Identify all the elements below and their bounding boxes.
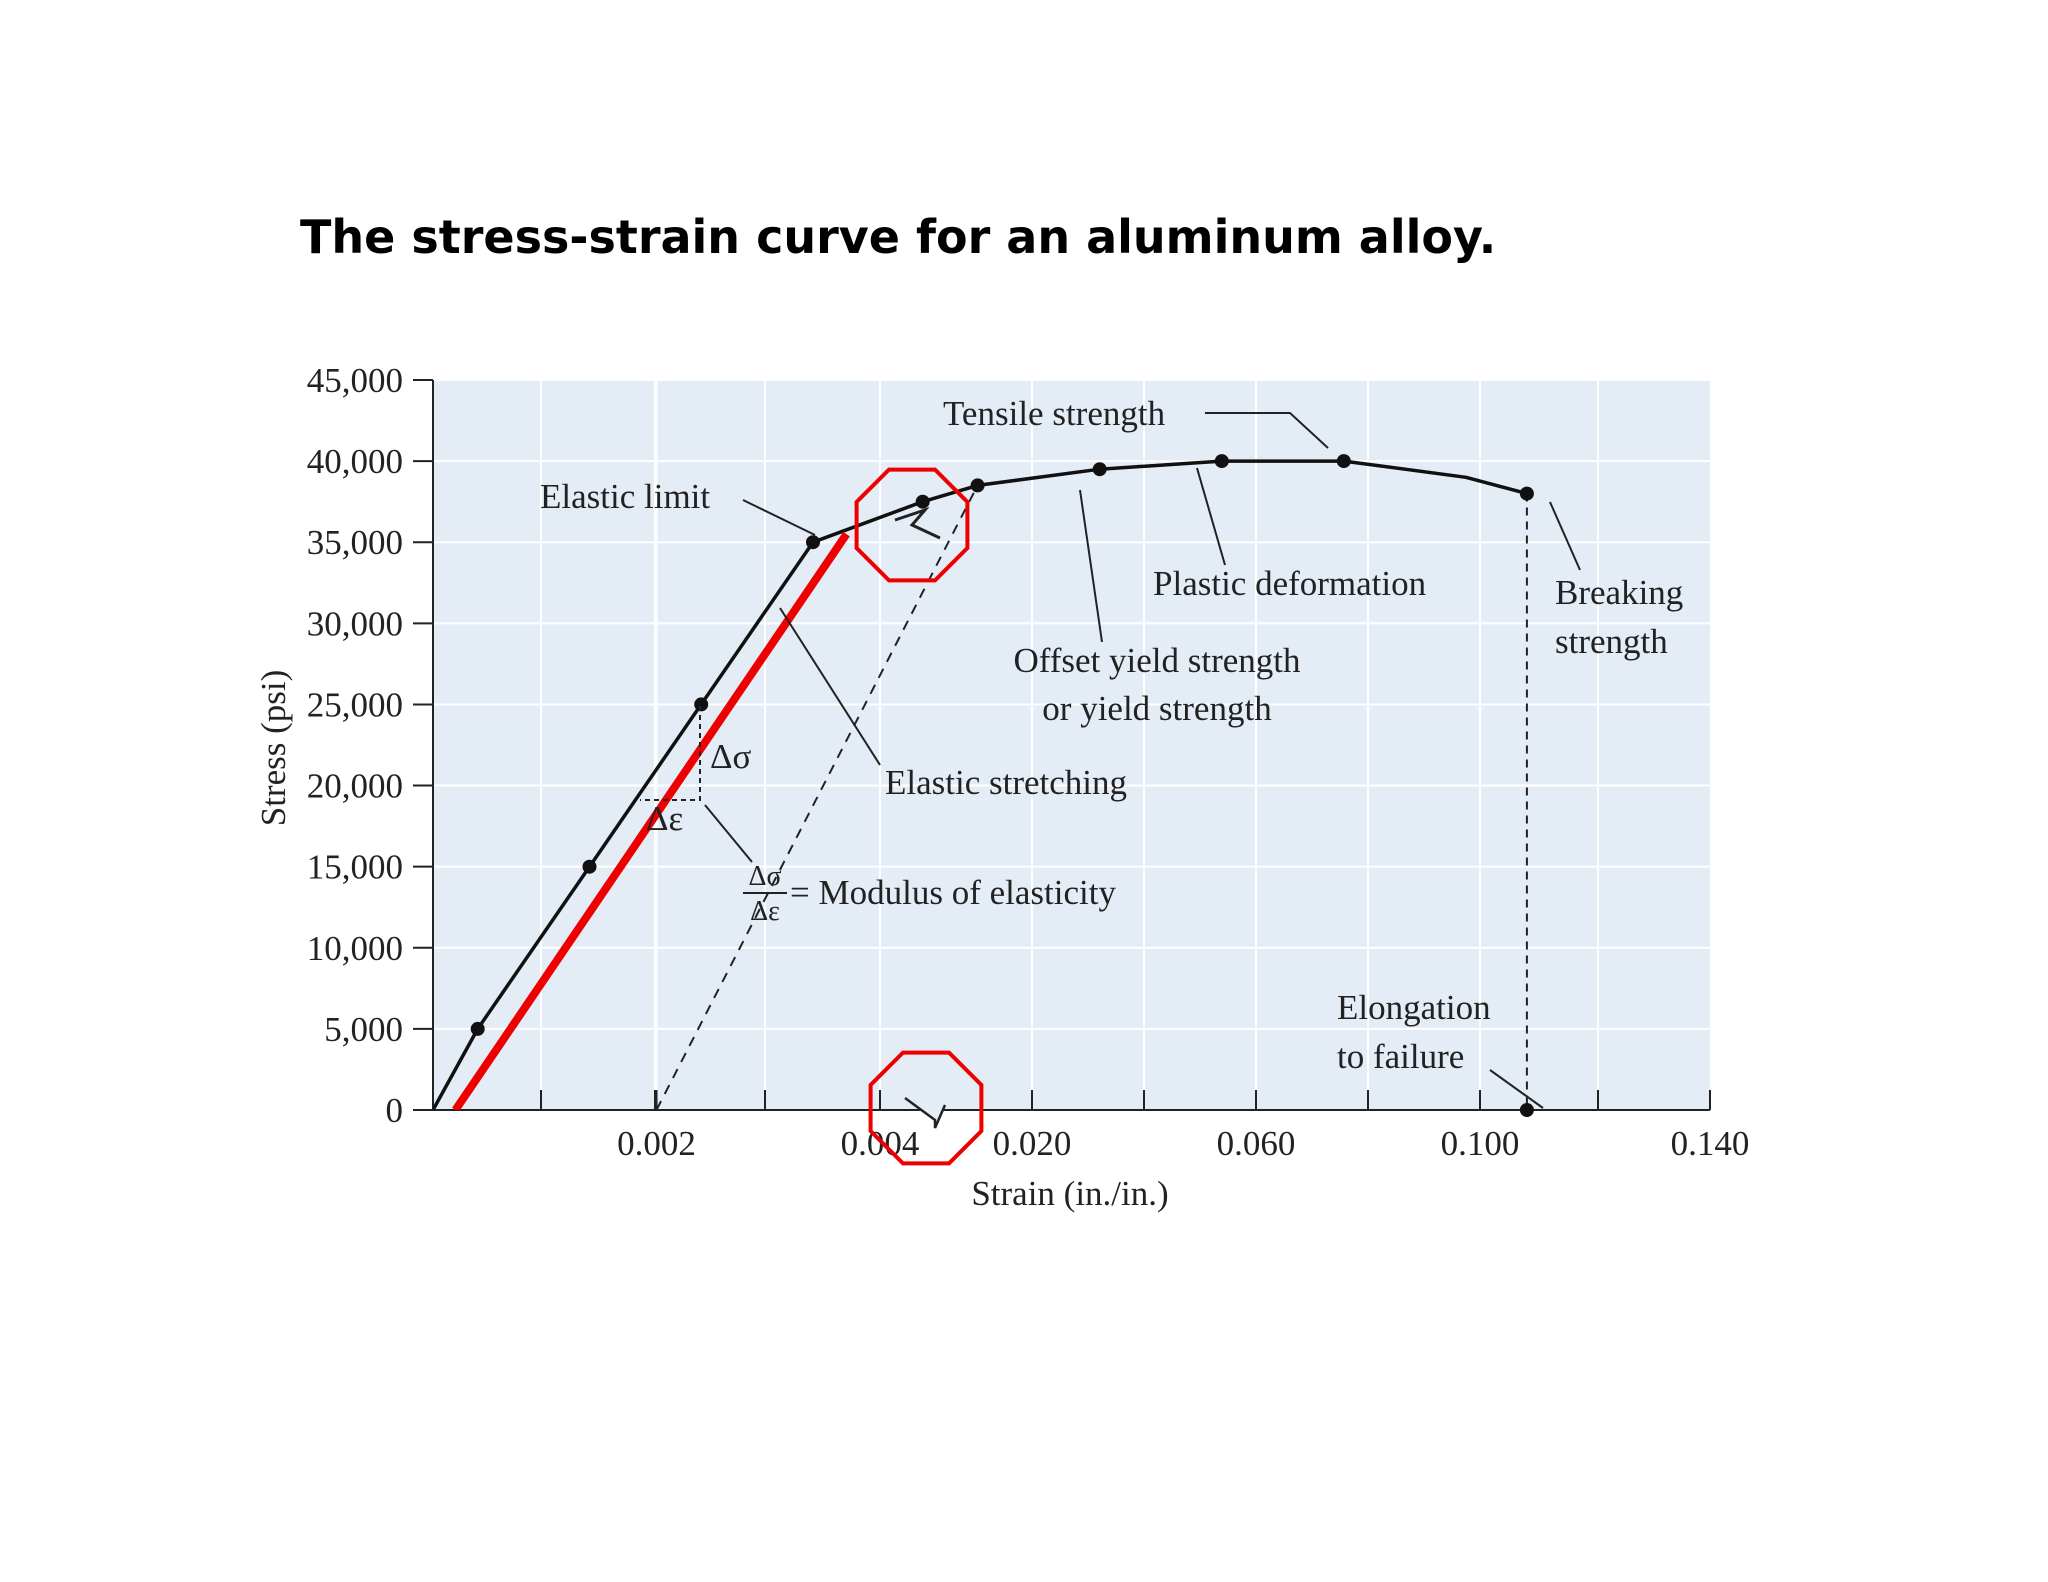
leader-breaking-strength (1549, 501, 1581, 571)
y-tick-label: 15,000 (307, 848, 403, 887)
leader-tensile-strength (1205, 412, 1329, 449)
curve-break-highlight (854, 467, 970, 583)
annotations-layer: Strain (in./in.) Stress (psi) Tensile st… (254, 394, 1683, 1213)
x-axis-label: Strain (in./in.) (971, 1174, 1168, 1213)
annotation-elongation-1: Elongation (1337, 988, 1491, 1027)
leader-elongation (1489, 1069, 1544, 1109)
leader-modulus (704, 804, 753, 863)
delta-sigma-label: Δσ (710, 737, 752, 776)
data-point (1519, 486, 1534, 501)
x-tick-label: 0.002 (617, 1124, 696, 1163)
y-tick-label: 0 (386, 1091, 404, 1130)
markers-layer (470, 454, 1534, 1117)
plot-area (433, 380, 1710, 1110)
y-axis-label: Stress (psi) (254, 670, 293, 827)
curve-break (894, 506, 941, 540)
series-layer (433, 459, 1528, 1110)
data-point (582, 859, 597, 874)
tick-labels: 0 5,000 10,000 15,000 20,000 25,000 30,000 35,0… (307, 361, 1750, 1163)
annotation-elastic-stretching: Elastic stretching (885, 763, 1127, 802)
y-tick-label: 35,000 (307, 523, 403, 562)
annotation-elongation-2: to failure (1337, 1037, 1464, 1076)
axes (413, 379, 1711, 1129)
data-point (1519, 1103, 1534, 1117)
stress-strain-curve (433, 459, 1528, 1110)
x-tick-label: 0.020 (993, 1124, 1072, 1163)
annotation-plastic-deformation: Plastic deformation (1153, 564, 1426, 603)
modulus-fraction-numerator: Δσ (748, 861, 781, 892)
data-point (470, 1021, 485, 1036)
data-point (806, 535, 820, 550)
x-tick-label: 0.100 (1441, 1124, 1520, 1163)
offset-line (655, 484, 979, 1110)
annotation-offset-yield-2: or yield strength (1042, 689, 1272, 728)
y-tick-label: 10,000 (307, 929, 403, 968)
x-axis-break (904, 1096, 947, 1129)
data-point (1214, 454, 1229, 469)
data-point (970, 478, 985, 493)
axis-break-highlight (868, 1050, 984, 1166)
annotation-breaking-strength-2: strength (1555, 622, 1668, 661)
y-tick-label: 45,000 (307, 361, 403, 400)
x-tick-label: 0.140 (1671, 1124, 1750, 1163)
delta-epsilon-label: Δε (646, 799, 683, 838)
elastic-highlight-line (452, 531, 850, 1110)
annotation-breaking-strength-1: Breaking (1555, 573, 1683, 612)
page-title: The stress-strain curve for an aluminum … (300, 210, 1497, 264)
annotation-modulus: = Modulus of elasticity (790, 873, 1116, 912)
modulus-fraction-denominator: Δε (750, 896, 780, 927)
leader-elastic-limit (742, 499, 816, 536)
leader-elastic-stretching (779, 607, 881, 766)
grid-lines (433, 379, 1710, 1110)
annotation-offset-yield-1: Offset yield strength (1013, 641, 1301, 680)
delta-triangle (640, 706, 701, 801)
y-tick-label: 30,000 (307, 604, 403, 643)
y-tick-label: 20,000 (307, 767, 403, 806)
annotation-tensile-strength: Tensile strength (943, 394, 1166, 433)
data-point (694, 697, 709, 712)
x-tick-label: 0.004 (841, 1124, 920, 1163)
leader-plastic-deformation (1196, 467, 1226, 566)
data-point (1336, 454, 1351, 469)
leader-offset-yield (1079, 489, 1103, 643)
highlight-layer (854, 467, 984, 1166)
y-tick-label: 5,000 (324, 1010, 403, 1049)
y-tick-label: 25,000 (307, 685, 403, 724)
data-point (1092, 462, 1107, 477)
x-tick-label: 0.060 (1217, 1124, 1296, 1163)
annotation-elastic-limit: Elastic limit (540, 477, 710, 516)
data-point (915, 494, 930, 509)
y-tick-label: 40,000 (307, 442, 403, 481)
